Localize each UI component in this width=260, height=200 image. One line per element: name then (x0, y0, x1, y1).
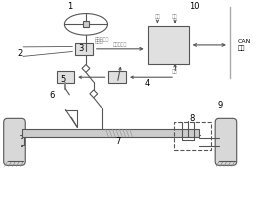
Text: 电流: 电流 (172, 69, 178, 74)
Bar (83, 21, 89, 27)
Text: 车速: 车速 (154, 14, 160, 19)
Text: 扭矩、转角: 扭矩、转角 (113, 42, 127, 47)
FancyBboxPatch shape (4, 118, 25, 165)
Text: 扭矩、转角: 扭矩、转角 (95, 37, 109, 42)
Bar (148, 26, 189, 64)
Text: 扭矩: 扭矩 (172, 14, 178, 19)
Text: 7: 7 (115, 137, 121, 146)
Bar (22, 129, 199, 137)
Text: CAN
总线: CAN 总线 (238, 39, 251, 51)
Bar (57, 71, 74, 83)
Bar (174, 122, 211, 150)
Bar (75, 43, 93, 55)
Text: 9: 9 (217, 101, 223, 110)
Text: 10: 10 (189, 2, 200, 11)
Text: 1: 1 (67, 2, 72, 11)
Text: 3: 3 (78, 44, 84, 53)
Text: 传感器: 传感器 (95, 39, 103, 44)
Text: 4: 4 (145, 79, 150, 88)
Text: 5: 5 (61, 75, 66, 84)
Text: 6: 6 (49, 91, 54, 100)
Bar (108, 71, 126, 83)
FancyBboxPatch shape (215, 118, 237, 165)
Text: 2: 2 (18, 49, 23, 58)
Text: 8: 8 (189, 114, 194, 123)
